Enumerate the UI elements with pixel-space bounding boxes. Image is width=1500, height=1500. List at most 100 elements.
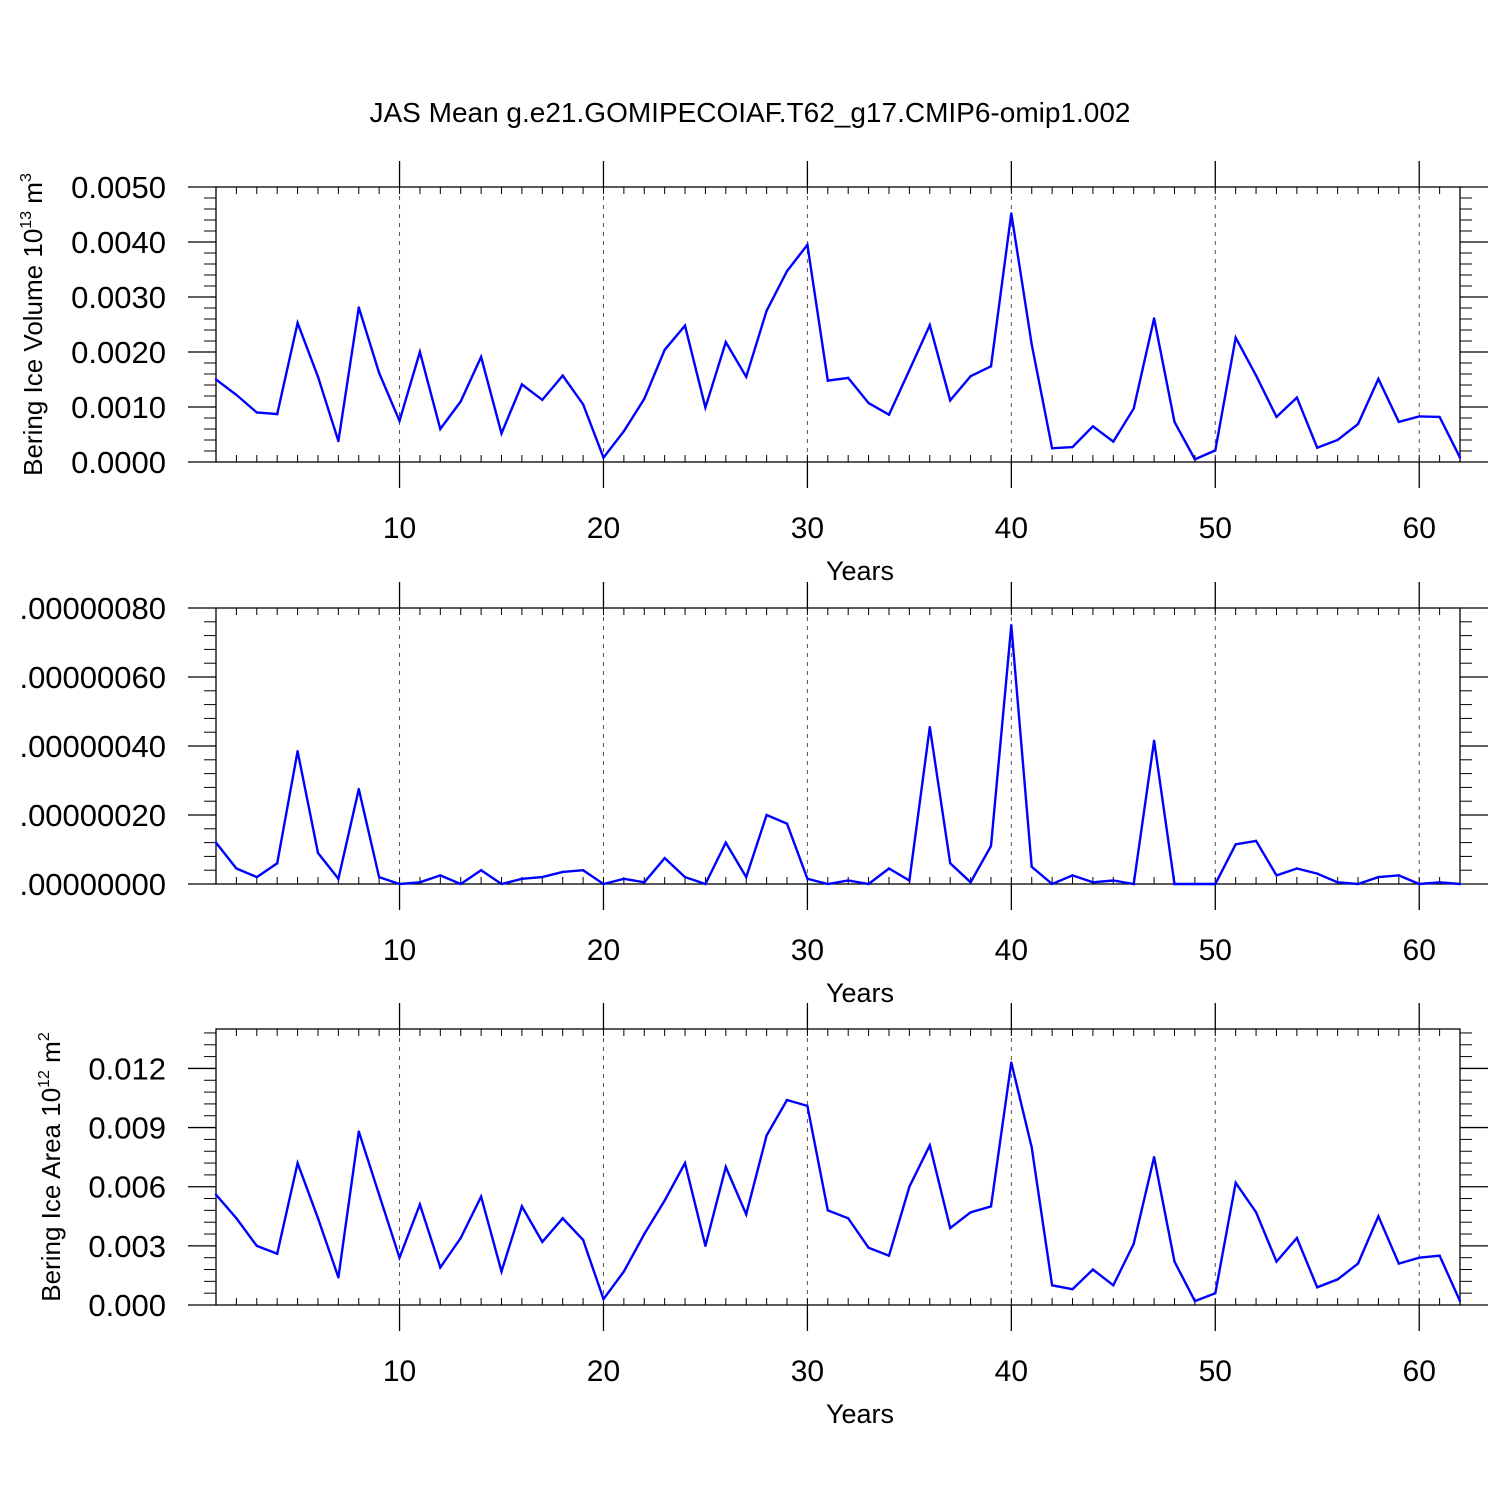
y-tick-label: .00000020	[19, 798, 166, 833]
data-point	[1193, 458, 1197, 461]
data-point	[1050, 882, 1054, 886]
data-point	[418, 1203, 422, 1206]
data-point	[275, 862, 279, 865]
data-point	[846, 879, 850, 882]
data-point	[479, 355, 483, 359]
data-point	[602, 882, 605, 886]
y-tick-label: 0.012	[88, 1051, 166, 1086]
data-point	[643, 881, 646, 884]
data-point	[1377, 1215, 1380, 1218]
data-point	[1132, 882, 1135, 886]
data-point	[1397, 874, 1401, 877]
data-point	[561, 870, 564, 874]
data-point	[255, 1244, 258, 1248]
data-point	[1438, 881, 1441, 884]
data-point	[500, 432, 503, 435]
x-tick-label: 40	[995, 934, 1028, 967]
data-point	[235, 1217, 238, 1220]
y-tick-label: 0.009	[88, 1111, 166, 1146]
data-point	[867, 401, 870, 405]
data-point	[1458, 882, 1462, 886]
data-point	[581, 1238, 585, 1242]
data-point	[500, 1270, 503, 1273]
x-tick-label: 50	[1199, 934, 1232, 967]
data-point	[867, 882, 870, 886]
data-point	[928, 323, 931, 327]
x-tick-label: 30	[791, 934, 824, 967]
data-point	[1091, 881, 1095, 884]
data-point	[704, 406, 707, 409]
data-line	[215, 625, 1461, 886]
y-tick-label: 0.006	[88, 1170, 166, 1205]
data-point	[602, 1297, 605, 1301]
y-tick-label: 0.000	[88, 1288, 166, 1323]
data-point	[1254, 374, 1258, 377]
data-point	[1050, 447, 1054, 450]
data-point	[1030, 343, 1033, 346]
chart-panel-2: 10 20 30 40 50 60 .00000000 .00000020 .00000040.…	[19, 582, 1488, 1008]
data-point	[377, 371, 381, 375]
data-point	[1112, 1284, 1115, 1287]
data-point	[785, 1098, 789, 1102]
data-point	[1010, 1061, 1013, 1064]
data-point	[255, 875, 258, 879]
data-point	[989, 365, 993, 368]
x-tick-label: 40	[995, 512, 1028, 545]
data-point	[1112, 440, 1115, 443]
data-point	[1397, 1262, 1401, 1265]
data-point	[1377, 875, 1380, 879]
data-point	[418, 881, 422, 884]
data-point	[724, 1165, 728, 1169]
data-point	[418, 350, 422, 354]
chart-panel-3: 10 20 30 40 50 60 0.000 0.003 0.006 0.009 0.012 Yea…	[36, 1003, 1488, 1429]
x-axis-title: Years	[826, 978, 894, 1008]
data-point	[1316, 446, 1319, 449]
data-point	[1377, 377, 1380, 381]
x-tick-label: 60	[1403, 934, 1436, 967]
data-point	[520, 383, 524, 386]
data-point	[724, 841, 728, 844]
x-tick-label: 30	[791, 512, 824, 545]
data-point	[398, 1256, 401, 1259]
data-point	[969, 1211, 972, 1214]
data-point	[683, 1161, 687, 1165]
data-point	[1336, 1278, 1339, 1281]
x-tick-label: 20	[587, 934, 620, 967]
data-point	[296, 321, 299, 325]
data-point	[1071, 1288, 1074, 1291]
data-point	[1071, 445, 1074, 449]
y-tick-label: .00000060	[19, 660, 166, 695]
data-point	[1418, 882, 1421, 886]
data-point	[255, 411, 258, 414]
data-point	[969, 375, 972, 378]
data-point	[337, 877, 340, 881]
plot-frame	[215, 186, 1461, 463]
data-point	[704, 1244, 707, 1248]
data-point	[1418, 1256, 1421, 1259]
data-point	[846, 376, 850, 380]
data-line	[215, 1062, 1462, 1303]
panels: 10 20 30 40 50 60 0.0000 0.0010 0.0020 0.0030 0.00…	[18, 161, 1488, 1429]
x-tick-label: 20	[587, 512, 620, 545]
data-point	[887, 867, 891, 870]
data-point	[928, 725, 931, 729]
y-tick-label: 0.0000	[71, 445, 166, 480]
data-point	[357, 306, 360, 309]
x-tick-label: 40	[995, 1355, 1028, 1388]
data-point	[622, 430, 626, 433]
data-point	[1458, 456, 1462, 459]
x-tick-label: 10	[383, 512, 416, 545]
data-point	[1438, 1254, 1441, 1257]
data-point	[867, 1246, 870, 1250]
data-point	[1336, 438, 1339, 442]
data-point	[806, 1104, 809, 1108]
data-point	[561, 1217, 564, 1220]
data-point	[1112, 879, 1115, 882]
y-tick-label: 0.0030	[71, 280, 166, 315]
data-point	[806, 877, 809, 881]
data-point	[1254, 1211, 1258, 1214]
data-point	[1030, 865, 1033, 868]
data-point	[275, 1252, 279, 1255]
data-point	[602, 456, 605, 459]
